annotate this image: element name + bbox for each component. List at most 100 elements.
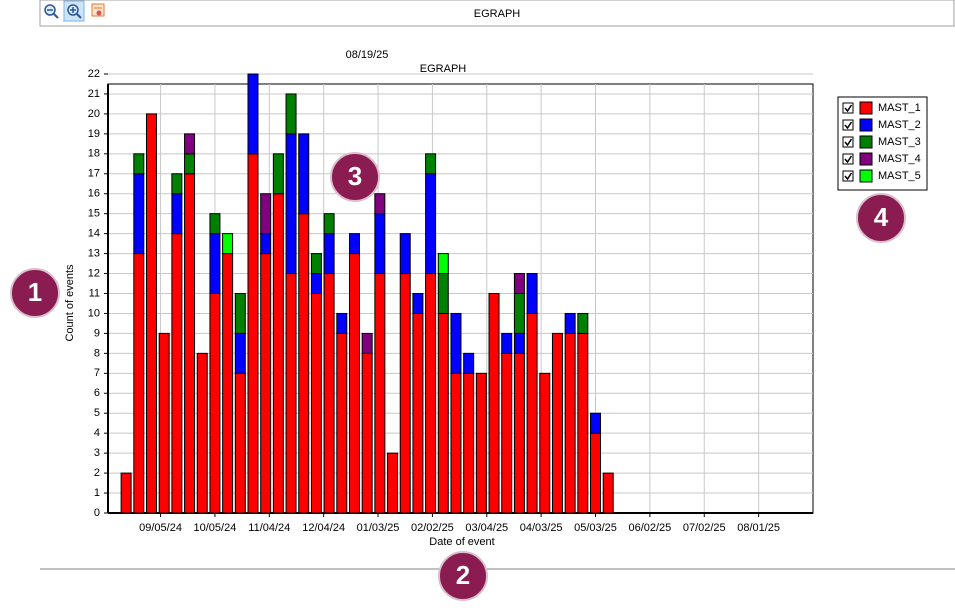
y-tick-label: 0 <box>94 507 100 519</box>
export-button[interactable] <box>91 3 105 17</box>
bar-segment <box>310 293 322 514</box>
toolbar-title: EGRAPH <box>474 8 521 20</box>
legend-checkbox[interactable] <box>842 170 854 182</box>
x-tick-label: 10/05/24 <box>194 522 237 534</box>
bar-segment <box>539 372 551 514</box>
legend-checkbox[interactable] <box>842 119 854 131</box>
bar-segment <box>285 273 297 514</box>
bar-segment <box>463 352 475 374</box>
toolbar <box>39 0 955 27</box>
bar-segment <box>171 173 183 195</box>
callout-number: 4 <box>874 202 889 232</box>
bar-segment <box>145 113 157 514</box>
y-tick-label: 4 <box>94 427 100 439</box>
callout-number: 1 <box>28 277 42 307</box>
bar-segment <box>513 293 525 334</box>
x-tick-label: 08/01/25 <box>737 522 780 534</box>
callout-badge <box>330 152 380 202</box>
bar-segment <box>260 253 272 514</box>
bar-segment <box>184 173 196 514</box>
bar-segment <box>590 412 602 434</box>
bar-segment <box>247 153 259 514</box>
callout-number: 2 <box>456 560 470 590</box>
legend-label: MAST_3 <box>878 136 921 148</box>
y-tick-label: 10 <box>88 307 100 319</box>
bar-segment <box>120 472 132 514</box>
legend-checkbox[interactable] <box>842 153 854 165</box>
y-tick-label: 12 <box>88 267 100 279</box>
x-tick-label: 12/04/24 <box>302 522 345 534</box>
legend-label: MAST_1 <box>878 102 921 114</box>
bar-segment <box>412 293 424 314</box>
y-tick-label: 13 <box>88 247 100 259</box>
bar-segment <box>361 352 373 514</box>
x-tick-label: 06/02/25 <box>628 522 671 534</box>
legend-checkbox[interactable] <box>842 136 854 148</box>
bar-segment <box>222 233 234 255</box>
bar-segment <box>425 173 437 275</box>
bar-segment <box>425 273 437 514</box>
bar-segment <box>234 293 246 334</box>
legend-swatch <box>859 135 873 149</box>
bar-segment <box>298 213 310 514</box>
bar-segment <box>133 153 145 175</box>
zoom-in-button[interactable] <box>63 0 85 22</box>
y-tick-label: 17 <box>88 168 100 180</box>
bar-segment <box>450 372 462 514</box>
checkmark <box>844 121 853 130</box>
bar-segment <box>551 332 563 514</box>
y-tick-label: 21 <box>88 88 100 100</box>
bar-segment <box>133 253 145 514</box>
bar-segment <box>133 173 145 255</box>
zoom-out-button[interactable] <box>44 4 59 19</box>
bar-segment <box>526 273 538 314</box>
bar-segment <box>209 213 221 235</box>
bar-segment <box>272 193 284 514</box>
bar-segment <box>564 332 576 514</box>
bar-segment <box>513 352 525 514</box>
bar-segment <box>158 332 170 514</box>
y-tick-label: 18 <box>88 148 100 160</box>
bar-segment <box>222 253 234 514</box>
bar-segment <box>412 312 424 514</box>
y-tick-label: 14 <box>88 228 100 240</box>
bar-segment <box>348 233 360 255</box>
y-axis-label: Count of events <box>64 264 76 342</box>
bar-segment <box>577 312 589 334</box>
bar-segment <box>501 352 513 514</box>
y-tick-label: 6 <box>94 387 100 399</box>
bar-segment <box>260 193 272 235</box>
x-tick-label: 04/03/25 <box>520 522 563 534</box>
bar-segment <box>285 133 297 275</box>
bar-segment <box>437 253 449 275</box>
x-tick-label: 09/05/24 <box>139 522 182 534</box>
bar-segment <box>298 133 310 215</box>
bar-segment <box>475 372 487 514</box>
legend-swatch <box>859 152 873 166</box>
bar-segment <box>513 273 525 294</box>
bar-segment <box>577 332 589 514</box>
y-tick-label: 22 <box>88 68 100 80</box>
x-tick-label: 11/04/24 <box>248 522 290 534</box>
callout-number: 3 <box>348 161 362 191</box>
chart-title: EGRAPH <box>420 63 467 75</box>
legend-label: MAST_4 <box>878 153 921 165</box>
bar-segment <box>171 193 183 235</box>
bar-segment <box>209 233 221 295</box>
y-tick-label: 16 <box>88 188 100 200</box>
bar-segment <box>374 213 386 275</box>
bar-segment <box>437 273 449 314</box>
bar-segment <box>488 293 500 514</box>
bar-segment <box>184 133 196 155</box>
bar-segment <box>285 93 297 135</box>
bar-segment <box>501 332 513 354</box>
bar-segment <box>374 273 386 514</box>
checkmark <box>844 172 853 181</box>
y-tick-label: 8 <box>94 347 100 359</box>
bar-segment <box>336 332 348 514</box>
chart-subtitle: 08/19/25 <box>346 49 389 61</box>
y-tick-label: 9 <box>94 327 100 339</box>
x-tick-label: 05/03/25 <box>574 522 617 534</box>
legend-checkbox[interactable] <box>842 102 854 114</box>
